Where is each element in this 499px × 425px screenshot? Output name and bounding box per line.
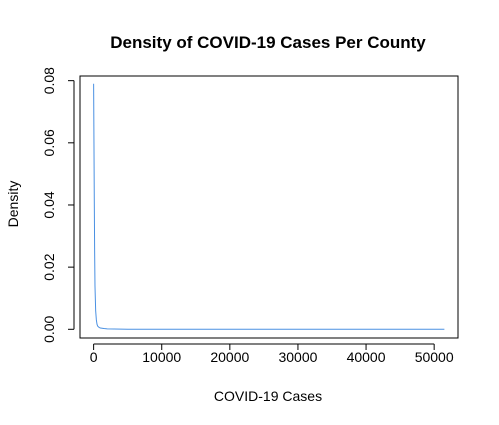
x-tick-label: 40000 xyxy=(347,349,386,365)
y-tick-label: 0.06 xyxy=(41,129,57,156)
y-tick-label: 0.02 xyxy=(41,253,57,280)
series-layer xyxy=(93,83,445,330)
y-axis-label: Density xyxy=(5,181,21,228)
x-tick-label: 20000 xyxy=(210,349,249,365)
density-line xyxy=(93,83,445,330)
x-axis: 0 10000 20000 30000 40000 50000 xyxy=(90,343,454,365)
y-tick-label: 0.04 xyxy=(41,191,57,218)
y-tick-label: 0.00 xyxy=(41,315,57,342)
y-tick-label: 0.08 xyxy=(41,67,57,94)
x-tick-label: 10000 xyxy=(142,349,181,365)
x-tick-label: 0 xyxy=(90,349,98,365)
x-axis-label: COVID-19 Cases xyxy=(214,388,322,404)
chart-title: Density of COVID-19 Cases Per County xyxy=(110,33,426,52)
x-tick-label: 50000 xyxy=(415,349,454,365)
x-tick-label: 30000 xyxy=(278,349,317,365)
y-axis: 0.00 0.02 0.04 0.06 0.08 xyxy=(41,67,75,343)
plot-frame xyxy=(79,75,459,339)
